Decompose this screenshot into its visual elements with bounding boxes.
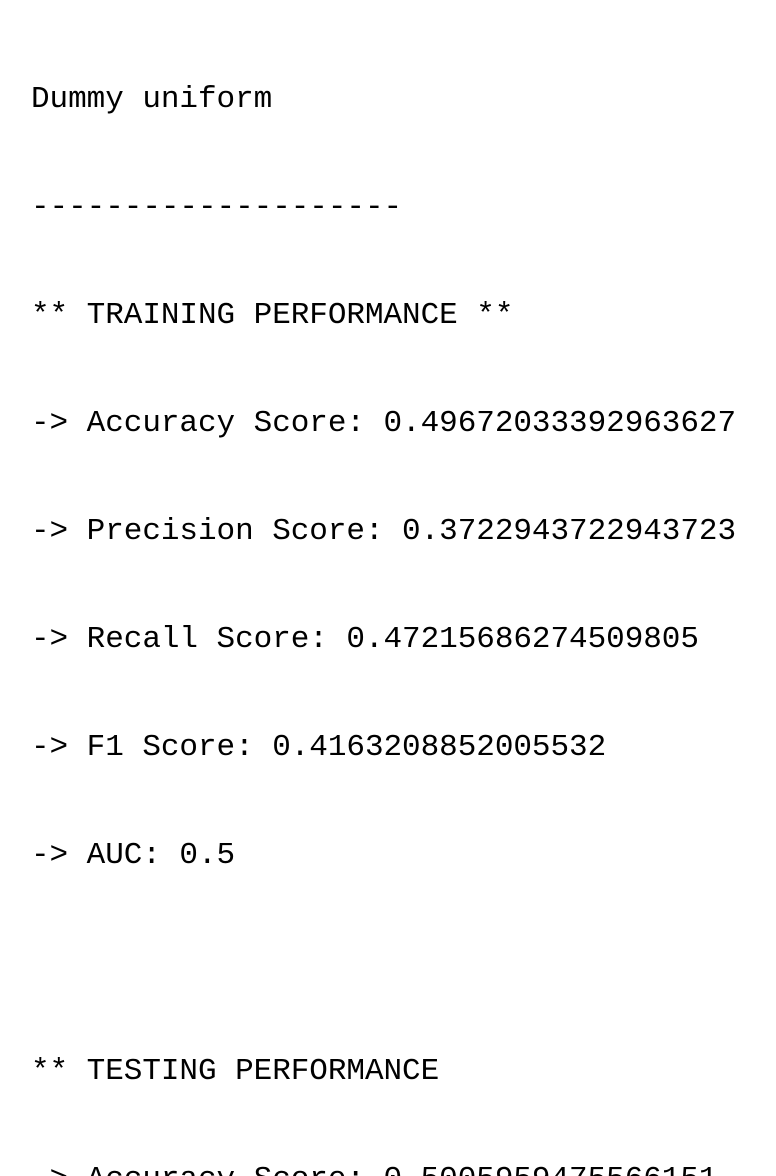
training-accuracy: -> Accuracy Score: 0.49672033392963627 xyxy=(31,406,737,441)
training-recall: -> Recall Score: 0.47215686274509805 xyxy=(31,622,699,657)
training-auc: -> AUC: 0.5 xyxy=(31,838,236,873)
output-title: Dummy uniform xyxy=(31,82,273,117)
separator-line: -------------------- xyxy=(31,190,403,225)
testing-accuracy: -> Accuracy Score: 0.5005959475566151 xyxy=(31,1162,736,1176)
training-precision: -> Precision Score: 0.3722943722943723 xyxy=(31,514,737,549)
training-header: ** TRAINING PERFORMANCE ** xyxy=(31,298,514,333)
testing-header: ** TESTING PERFORMANCE xyxy=(31,1054,440,1089)
console-output: Dummy uniform -------------------- ** TR… xyxy=(31,10,736,1176)
blank-line xyxy=(31,946,736,982)
training-f1: -> F1 Score: 0.4163208852005532 xyxy=(31,730,607,765)
